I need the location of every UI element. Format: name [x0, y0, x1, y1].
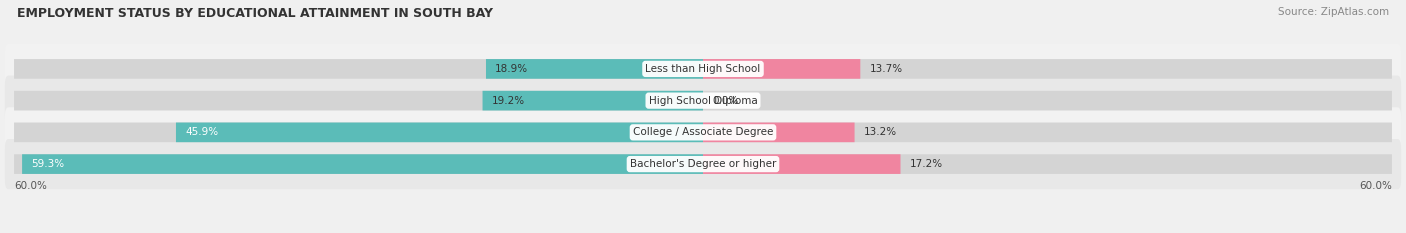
- Text: 13.7%: 13.7%: [869, 64, 903, 74]
- FancyBboxPatch shape: [22, 154, 703, 174]
- Text: Source: ZipAtlas.com: Source: ZipAtlas.com: [1278, 7, 1389, 17]
- FancyBboxPatch shape: [486, 59, 703, 79]
- Text: 19.2%: 19.2%: [492, 96, 524, 106]
- Text: Less than High School: Less than High School: [645, 64, 761, 74]
- FancyBboxPatch shape: [14, 123, 1392, 142]
- FancyBboxPatch shape: [14, 91, 1392, 110]
- FancyBboxPatch shape: [4, 139, 1402, 189]
- FancyBboxPatch shape: [4, 107, 1402, 158]
- FancyBboxPatch shape: [176, 123, 703, 142]
- Text: High School Diploma: High School Diploma: [648, 96, 758, 106]
- Text: 59.3%: 59.3%: [31, 159, 65, 169]
- Text: 18.9%: 18.9%: [495, 64, 529, 74]
- FancyBboxPatch shape: [482, 91, 703, 110]
- Text: 60.0%: 60.0%: [1360, 181, 1392, 191]
- FancyBboxPatch shape: [703, 123, 855, 142]
- Text: 13.2%: 13.2%: [863, 127, 897, 137]
- Text: College / Associate Degree: College / Associate Degree: [633, 127, 773, 137]
- FancyBboxPatch shape: [14, 154, 1392, 174]
- Text: 0.0%: 0.0%: [713, 96, 738, 106]
- Text: 60.0%: 60.0%: [14, 181, 46, 191]
- Text: 45.9%: 45.9%: [186, 127, 218, 137]
- FancyBboxPatch shape: [703, 59, 860, 79]
- FancyBboxPatch shape: [703, 154, 900, 174]
- FancyBboxPatch shape: [14, 59, 1392, 79]
- Text: 17.2%: 17.2%: [910, 159, 943, 169]
- FancyBboxPatch shape: [4, 75, 1402, 126]
- Text: EMPLOYMENT STATUS BY EDUCATIONAL ATTAINMENT IN SOUTH BAY: EMPLOYMENT STATUS BY EDUCATIONAL ATTAINM…: [17, 7, 494, 20]
- FancyBboxPatch shape: [4, 44, 1402, 94]
- Text: Bachelor's Degree or higher: Bachelor's Degree or higher: [630, 159, 776, 169]
